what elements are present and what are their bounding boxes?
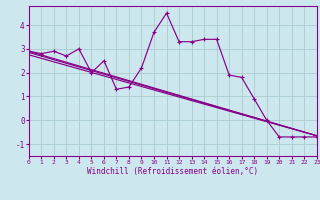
X-axis label: Windchill (Refroidissement éolien,°C): Windchill (Refroidissement éolien,°C) bbox=[87, 167, 258, 176]
